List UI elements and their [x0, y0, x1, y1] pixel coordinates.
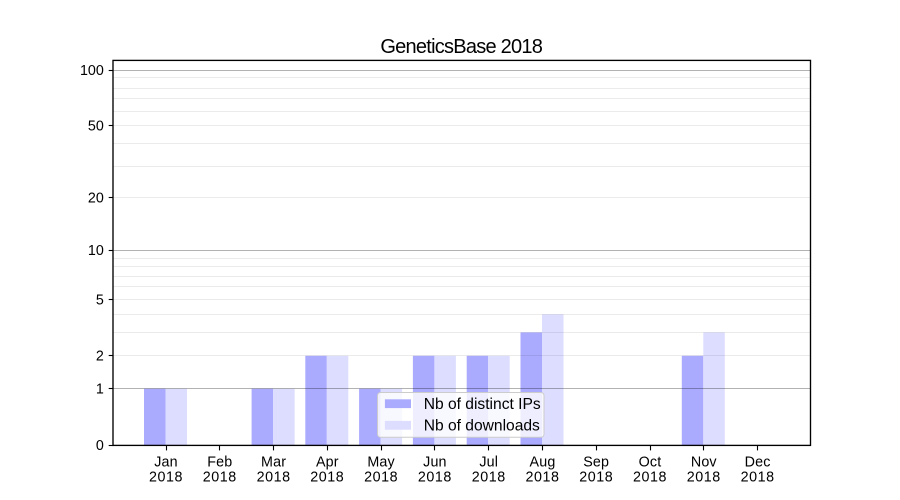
svg-text:May: May	[367, 454, 395, 470]
svg-text:2018: 2018	[257, 470, 291, 486]
svg-text:100: 100	[80, 63, 104, 79]
svg-text:5: 5	[96, 292, 104, 308]
svg-text:2018: 2018	[472, 470, 506, 486]
svg-text:GeneticsBase 2018: GeneticsBase 2018	[380, 36, 542, 58]
svg-text:2018: 2018	[687, 470, 721, 486]
svg-text:2018: 2018	[633, 470, 667, 486]
svg-text:2: 2	[96, 349, 104, 365]
svg-text:Nb of downloads: Nb of downloads	[424, 417, 540, 434]
svg-text:Nov: Nov	[691, 454, 718, 470]
svg-text:2018: 2018	[525, 470, 559, 486]
svg-text:2018: 2018	[741, 470, 775, 486]
svg-text:Jul: Jul	[479, 454, 498, 470]
svg-text:2018: 2018	[203, 470, 237, 486]
svg-text:Mar: Mar	[261, 454, 286, 470]
svg-text:Feb: Feb	[207, 454, 232, 470]
svg-text:Aug: Aug	[530, 454, 556, 470]
svg-text:10: 10	[88, 243, 104, 259]
svg-text:2018: 2018	[579, 470, 613, 486]
svg-text:Sep: Sep	[583, 454, 609, 470]
svg-text:Jun: Jun	[423, 454, 447, 470]
svg-text:0: 0	[96, 438, 104, 454]
svg-text:50: 50	[88, 119, 104, 135]
svg-text:2018: 2018	[364, 470, 398, 486]
svg-text:Dec: Dec	[745, 454, 771, 470]
svg-text:Jan: Jan	[154, 454, 178, 470]
svg-text:Apr: Apr	[316, 454, 339, 470]
svg-text:Oct: Oct	[639, 454, 662, 470]
svg-text:1: 1	[96, 382, 104, 398]
svg-text:2018: 2018	[310, 470, 344, 486]
svg-text:20: 20	[88, 191, 104, 207]
svg-text:2018: 2018	[418, 470, 452, 486]
svg-text:Nb of distinct IPs: Nb of distinct IPs	[424, 396, 541, 413]
svg-text:2018: 2018	[149, 470, 183, 486]
